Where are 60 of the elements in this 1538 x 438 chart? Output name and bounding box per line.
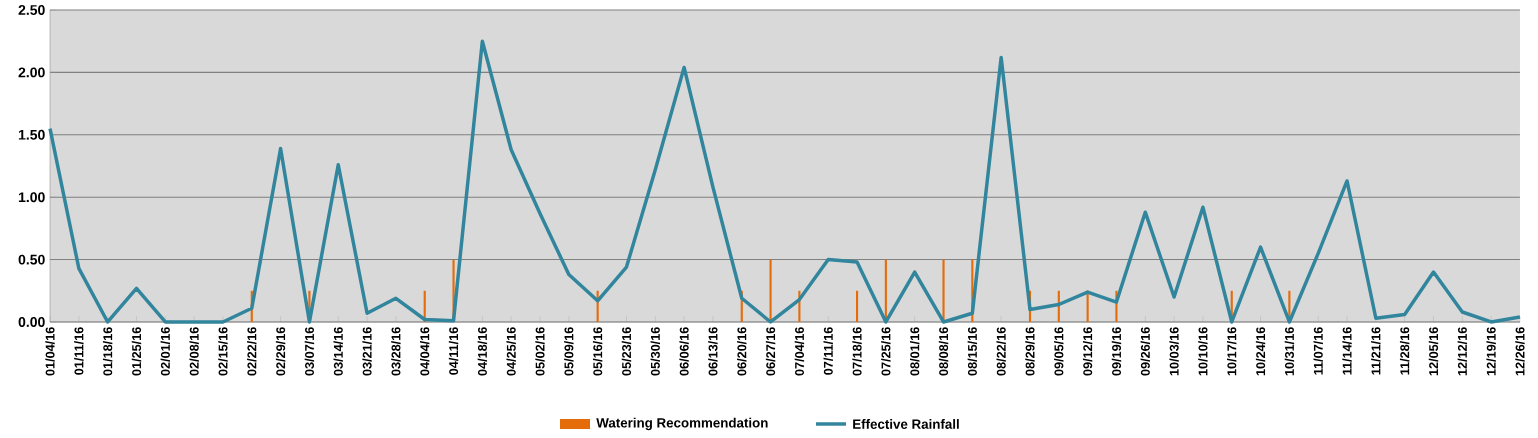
y-tick-label: 0.50 [18,254,45,265]
legend-label: Watering Recommendation [596,417,768,431]
x-tick-label: 02/15/16 [218,327,228,376]
y-tick-label: 0.00 [18,317,45,327]
x-tick-label: 12/05/16 [1428,327,1439,376]
x-tick-label: 03/07/16 [304,327,315,376]
x-tick-label: 02/08/16 [189,327,199,376]
x-tick-label: 02/29/16 [275,327,286,376]
x-tick-label: 04/04/16 [419,327,430,376]
x-tick-label: 12/26/16 [1515,327,1525,376]
legend-label: Effective Rainfall [853,419,959,429]
x-tick-label: 01/18/16 [102,327,113,376]
x-tick-label: 01/25/16 [131,327,142,376]
x-tick-label: 08/08/16 [938,327,949,376]
x-tick-label: 10/03/16 [1169,327,1179,376]
x-tick-label: 10/10/16 [1198,327,1208,376]
x-tick-label: 09/12/16 [1082,327,1093,376]
x-tick-label: 10/31/16 [1284,327,1295,376]
x-tick-label: 12/19/16 [1486,327,1496,376]
x-tick-label: 09/19/16 [1111,327,1122,376]
x-tick-label: 08/01/16 [909,327,920,376]
x-tick-label: 07/18/16 [852,327,862,376]
x-tick-label: 05/16/16 [592,327,603,376]
x-tick-label: 10/17/16 [1227,327,1237,376]
x-tick-label: 06/20/16 [737,327,747,376]
x-tick-label: 08/29/16 [1025,327,1035,376]
x-tick-label: 04/11/16 [448,327,459,375]
x-tick-label: 10/24/16 [1255,327,1266,376]
x-tick-label: 11/28/16 [1399,327,1410,375]
x-tick-label: 04/25/16 [506,327,516,376]
x-tick-label: 07/04/16 [794,327,805,376]
x-tick-label: 04/18/16 [477,327,488,376]
y-tick-label: 2.00 [18,67,45,78]
x-tick-label: 11/14/16 [1342,327,1352,375]
x-tick-label: 06/13/16 [708,327,718,376]
x-tick-label: 06/27/16 [765,327,776,376]
x-tick-label: 03/14/16 [333,327,343,376]
y-tick-label: 2.50 [18,5,45,15]
x-tick-label: 07/11/16 [823,327,833,375]
x-tick-label: 01/11/16 [74,327,84,375]
x-tick-label: 05/23/16 [621,327,632,376]
x-tick-label: 11/07/16 [1313,327,1323,375]
x-tick-label: 09/05/16 [1054,327,1064,376]
x-tick-label: 05/09/16 [564,327,574,376]
x-tick-label: 08/22/16 [996,327,1006,376]
x-tick-label: 03/28/16 [391,327,401,376]
x-tick-label: 11/21/16 [1371,327,1381,375]
x-tick-label: 05/30/16 [650,327,660,376]
x-tick-label: 07/25/16 [881,327,891,376]
x-tick-label: 09/26/16 [1140,327,1150,376]
x-tick-label: 03/21/16 [362,327,372,376]
x-tick-label: 05/02/16 [535,327,545,376]
x-tick-label: 08/15/16 [967,327,978,376]
x-tick-label: 06/06/16 [679,327,689,376]
y-tick-label: 1.00 [18,192,45,203]
x-tick-label: 02/22/16 [247,327,257,376]
x-tick-label: 12/12/16 [1457,327,1468,376]
x-tick-label: 02/01/16 [160,327,171,376]
x-tick-label: 01/04/16 [45,327,55,376]
y-tick-label: 1.50 [18,129,45,140]
